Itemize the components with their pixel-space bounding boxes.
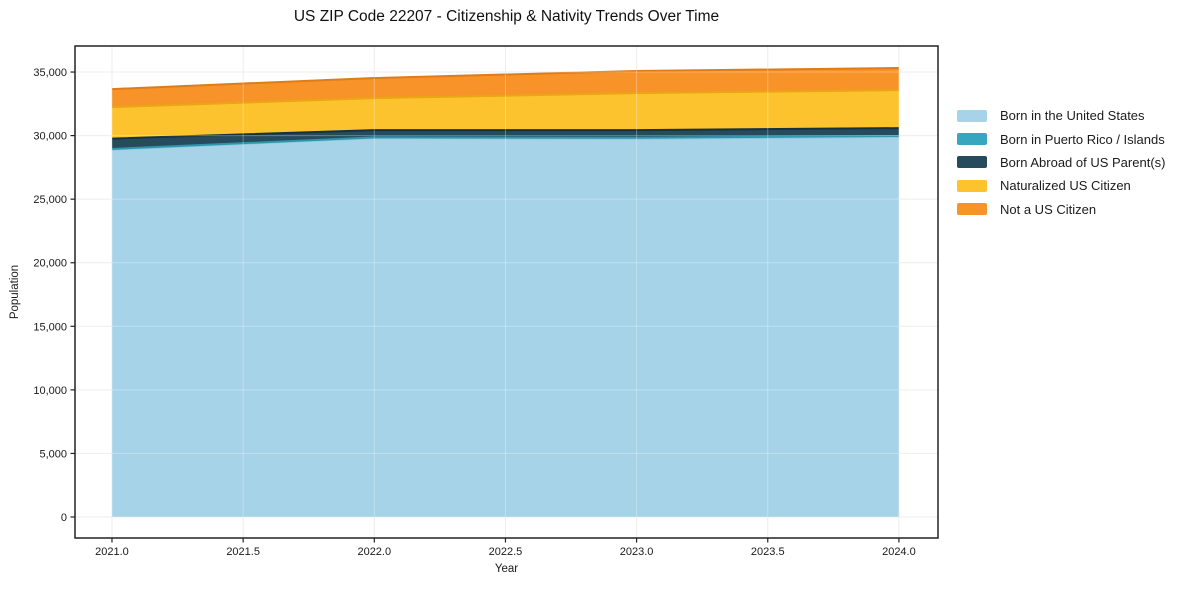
y-tick-label: 15,000: [33, 321, 67, 333]
x-tick-label: 2023.5: [751, 546, 785, 558]
y-tick-label: 10,000: [33, 385, 67, 397]
legend-swatch-icon: [957, 179, 987, 192]
plot-border: [74, 45, 939, 539]
x-tick-label: 2022.0: [357, 546, 391, 558]
legend-swatch-icon: [957, 133, 987, 146]
area-edge: [111, 127, 899, 140]
legend-swatch-icon: [957, 203, 987, 216]
x-tick-label: 2021.0: [95, 546, 129, 558]
legend: Born in the United States Born in Puerto…: [957, 104, 1165, 221]
x-axis-label: Year: [494, 563, 519, 575]
legend-item-label: Born in Puerto Rico / Islands: [1000, 131, 1165, 147]
y-tick-label: 25,000: [33, 194, 67, 206]
y-tick-label: 30,000: [33, 131, 67, 143]
legend-item-label: Born Abroad of US Parent(s): [1000, 154, 1166, 170]
area-series: [111, 90, 899, 139]
area-series: [111, 128, 899, 149]
y-tick-label: 35,000: [33, 67, 67, 79]
area-edge: [111, 134, 899, 150]
area-edge: [111, 66, 899, 91]
area-edge: [111, 89, 899, 109]
legend-item: Born in the United States: [957, 104, 1165, 127]
legend-item: Born Abroad of US Parent(s): [957, 151, 1165, 174]
y-tick-label: 5,000: [39, 448, 67, 460]
chart-title: US ZIP Code 22207 - Citizenship & Nativi…: [293, 8, 720, 25]
y-tick-label: 20,000: [33, 258, 67, 270]
legend-item-label: Naturalized US Citizen: [1000, 178, 1131, 194]
legend-item: Not a US Citizen: [957, 198, 1165, 221]
x-tick-label: 2022.5: [489, 546, 523, 558]
x-tick-label: 2023.0: [620, 546, 654, 558]
area-series: [111, 136, 899, 517]
x-tick-label: 2024.0: [882, 546, 916, 558]
legend-item: Born in Puerto Rico / Islands: [957, 127, 1165, 150]
y-tick-label: 0: [61, 512, 67, 524]
legend-item-label: Not a US Citizen: [1000, 201, 1097, 217]
legend-swatch-icon: [957, 109, 987, 122]
legend-item: Naturalized US Citizen: [957, 174, 1165, 197]
legend-swatch-icon: [957, 156, 987, 169]
area-series: [111, 67, 899, 108]
y-axis-label: Population: [9, 264, 21, 320]
legend-item-label: Born in the United States: [1000, 108, 1145, 124]
x-tick-label: 2021.5: [226, 546, 260, 558]
